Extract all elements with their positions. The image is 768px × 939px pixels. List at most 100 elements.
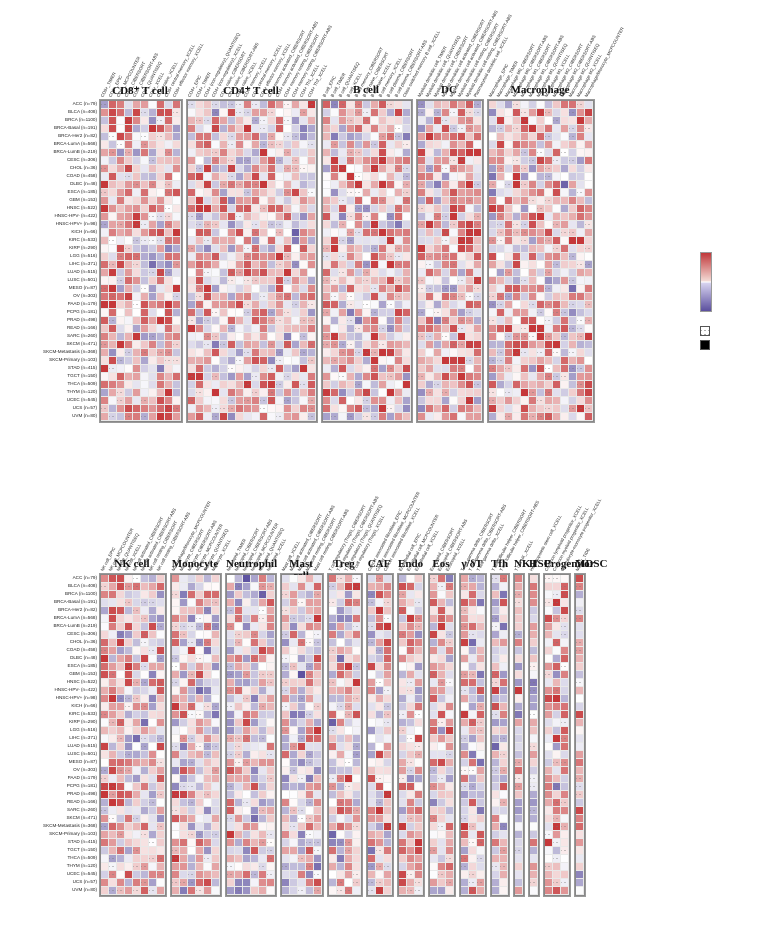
heatmap-cell[interactable] (371, 189, 379, 197)
heatmap-cell[interactable] (492, 751, 500, 759)
heatmap-cell[interactable] (235, 711, 243, 719)
heatmap-cell[interactable] (363, 237, 371, 245)
heatmap-cell[interactable] (267, 591, 275, 599)
heatmap-cell[interactable] (469, 711, 477, 719)
heatmap-cell[interactable] (157, 221, 165, 229)
heatmap-cell[interactable] (180, 631, 188, 639)
heatmap-cell[interactable] (521, 173, 529, 181)
heatmap-cell[interactable] (125, 133, 133, 141)
heatmap-cell[interactable] (513, 245, 521, 253)
heatmap-cell[interactable] (492, 799, 500, 807)
heatmap-cell[interactable] (141, 117, 149, 125)
heatmap-cell[interactable] (513, 317, 521, 325)
heatmap-cell[interactable] (337, 847, 345, 855)
heatmap-cell[interactable] (188, 357, 196, 365)
heatmap-cell[interactable] (212, 807, 220, 815)
heatmap-cell[interactable] (561, 639, 569, 647)
heatmap-cell[interactable] (292, 261, 300, 269)
heatmap-cell[interactable] (149, 575, 157, 583)
heatmap-cell[interactable] (521, 317, 529, 325)
heatmap-cell[interactable] (585, 253, 593, 261)
heatmap-cell[interactable] (227, 591, 235, 599)
heatmap-cell[interactable] (561, 253, 569, 261)
heatmap-cell[interactable] (347, 269, 355, 277)
heatmap-cell[interactable] (384, 815, 392, 823)
heatmap-cell[interactable] (117, 855, 125, 863)
heatmap-cell[interactable] (585, 333, 593, 341)
heatmap-cell[interactable] (212, 655, 220, 663)
heatmap-cell[interactable] (545, 711, 553, 719)
heatmap-cell[interactable] (292, 325, 300, 333)
heatmap-cell[interactable] (173, 357, 181, 365)
heatmap-cell[interactable] (180, 727, 188, 735)
heatmap-cell[interactable] (252, 261, 260, 269)
heatmap-cell[interactable] (376, 615, 384, 623)
heatmap-cell[interactable] (300, 285, 308, 293)
heatmap-cell[interactable] (117, 117, 125, 125)
heatmap-cell[interactable] (329, 815, 337, 823)
heatmap-cell[interactable] (298, 663, 306, 671)
heatmap-cell[interactable] (268, 413, 276, 421)
heatmap-cell[interactable] (228, 229, 236, 237)
heatmap-cell[interactable] (529, 189, 537, 197)
heatmap-cell[interactable] (165, 245, 173, 253)
heatmap-cell[interactable] (387, 109, 395, 117)
heatmap-cell[interactable] (561, 703, 569, 711)
heatmap-cell[interactable] (101, 117, 109, 125)
heatmap-cell[interactable] (314, 687, 322, 695)
heatmap-cell[interactable] (117, 269, 125, 277)
heatmap-cell[interactable] (117, 349, 125, 357)
heatmap-cell[interactable] (157, 743, 165, 751)
heatmap-cell[interactable] (489, 109, 497, 117)
heatmap-cell[interactable] (188, 405, 196, 413)
heatmap-cell[interactable] (442, 157, 450, 165)
heatmap-cell[interactable] (133, 181, 141, 189)
heatmap-cell[interactable] (561, 615, 569, 623)
heatmap-cell[interactable] (314, 727, 322, 735)
heatmap-cell[interactable] (384, 887, 392, 895)
heatmap-cell[interactable] (149, 647, 157, 655)
heatmap-cell[interactable] (282, 735, 290, 743)
heatmap-cell[interactable] (125, 357, 133, 365)
heatmap-cell[interactable] (355, 341, 363, 349)
heatmap-cell[interactable] (376, 887, 384, 895)
heatmap-cell[interactable] (561, 839, 569, 847)
heatmap-cell[interactable] (314, 743, 322, 751)
heatmap-cell[interactable] (545, 783, 553, 791)
heatmap-cell[interactable] (323, 149, 331, 157)
heatmap-cell[interactable] (125, 735, 133, 743)
heatmap-cell[interactable] (461, 815, 469, 823)
heatmap-cell[interactable] (521, 301, 529, 309)
heatmap-cell[interactable] (292, 133, 300, 141)
heatmap-cell[interactable] (418, 405, 426, 413)
heatmap-cell[interactable] (426, 165, 434, 173)
heatmap-cell[interactable] (133, 413, 141, 421)
heatmap-cell[interactable] (117, 775, 125, 783)
heatmap-cell[interactable] (125, 879, 133, 887)
heatmap-cell[interactable] (337, 823, 345, 831)
heatmap-cell[interactable] (403, 277, 411, 285)
heatmap-cell[interactable] (418, 117, 426, 125)
heatmap-cell[interactable] (101, 727, 109, 735)
heatmap-cell[interactable] (157, 767, 165, 775)
heatmap-cell[interactable] (337, 711, 345, 719)
heatmap-cell[interactable] (345, 879, 353, 887)
heatmap-cell[interactable] (371, 397, 379, 405)
heatmap-cell[interactable] (434, 405, 442, 413)
heatmap-cell[interactable] (173, 101, 181, 109)
heatmap-cell[interactable] (172, 623, 180, 631)
heatmap-cell[interactable] (426, 253, 434, 261)
heatmap-cell[interactable] (355, 165, 363, 173)
heatmap-cell[interactable] (235, 847, 243, 855)
heatmap-cell[interactable] (395, 261, 403, 269)
heatmap-cell[interactable] (101, 149, 109, 157)
heatmap-cell[interactable] (173, 149, 181, 157)
heatmap-cell[interactable] (268, 213, 276, 221)
heatmap-cell[interactable] (133, 815, 141, 823)
heatmap-cell[interactable] (446, 791, 454, 799)
heatmap-cell[interactable] (415, 751, 423, 759)
heatmap-cell[interactable] (149, 847, 157, 855)
heatmap-cell[interactable] (434, 309, 442, 317)
heatmap-cell[interactable] (101, 591, 109, 599)
heatmap-cell[interactable] (276, 157, 284, 165)
